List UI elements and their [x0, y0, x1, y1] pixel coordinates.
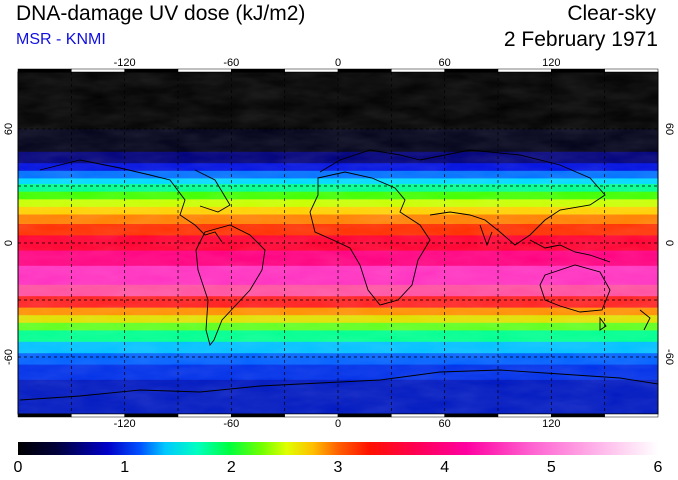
colorbar-label: 5 [546, 459, 556, 476]
lat-label-right: 60 [663, 123, 675, 135]
frame-tick [337, 413, 392, 418]
colorbar-label: 3 [333, 459, 343, 476]
frame-tick [231, 68, 285, 73]
frame-tick [177, 413, 232, 418]
frame-tick [17, 68, 72, 73]
coast-tasmania [599, 316, 607, 331]
axis-labels: -120 -120 -60 -60 0 0 60 60 120 120 60 60 0 0 -60 -60 [3, 57, 675, 430]
colorbar-label: 2 [226, 459, 236, 476]
coast-asia [419, 149, 606, 246]
coast-indonesia [529, 239, 611, 263]
frame-tick [71, 413, 125, 418]
frame-tick [124, 413, 179, 418]
frame-tick [231, 413, 285, 418]
frame-tick [551, 68, 605, 73]
lon-label-top: 120 [542, 57, 560, 69]
frame-tick [337, 68, 392, 73]
coast-antarctica [19, 369, 658, 401]
uv-dose-map: -120 -120 -60 -60 0 0 60 60 120 120 60 60 0 0 -60 -60 [3, 57, 675, 430]
source-label: MSR - KNMI [16, 31, 106, 48]
colorbar-label: 6 [653, 459, 663, 476]
lon-label-bottom: 60 [439, 418, 451, 430]
lat-label-left: -60 [3, 349, 15, 365]
frame-tick [391, 413, 445, 418]
frame-tick [177, 68, 232, 73]
colorbar-label: 1 [120, 459, 130, 476]
lon-label-bottom: 120 [542, 418, 560, 430]
lon-label-top: 60 [439, 57, 451, 69]
frame-tick [71, 68, 125, 73]
page-title: DNA-damage UV dose (kJ/m2) [16, 2, 306, 25]
colorbar-label: 4 [440, 459, 450, 476]
coast-australia [539, 264, 611, 313]
lon-label-top: -120 [114, 57, 136, 69]
lon-label-bottom: -60 [223, 418, 239, 430]
frame-tick [604, 413, 659, 418]
uv-colorbar [18, 442, 658, 455]
frame-tick [551, 413, 605, 418]
frame-tick [497, 68, 552, 73]
colorbar-label: 0 [13, 459, 23, 476]
frame-tick [17, 413, 72, 418]
date-label: 2 February 1971 [503, 28, 658, 51]
lon-label-top: -60 [223, 57, 239, 69]
frame-tick [444, 68, 499, 73]
sky-condition-label: Clear-sky [567, 2, 656, 25]
frame-tick [124, 68, 179, 73]
frame-tick [604, 68, 659, 73]
coast-greenland-east [194, 169, 231, 213]
lon-label-bottom: 0 [335, 418, 341, 430]
lat-label-right: 0 [663, 240, 675, 246]
lat-label-right: -60 [663, 349, 675, 365]
frame-tick [391, 68, 445, 73]
lon-label-bottom: -120 [114, 418, 136, 430]
graticule [18, 72, 658, 414]
coast-africa [309, 171, 431, 306]
lat-label-left: 60 [3, 123, 15, 135]
coast-new-zealand [639, 309, 651, 331]
frame-tick [284, 68, 339, 73]
lon-label-top: 0 [335, 57, 341, 69]
coastlines [19, 149, 658, 401]
lat-label-left: 0 [3, 240, 15, 246]
coast-europe [319, 149, 421, 173]
frame-tick [444, 413, 499, 418]
coast-india [479, 224, 493, 247]
frame-tick [284, 413, 339, 418]
frame-ticks [17, 68, 659, 418]
coast-north-america [39, 159, 223, 243]
frame-tick [497, 413, 552, 418]
coast-south-america [195, 224, 266, 346]
